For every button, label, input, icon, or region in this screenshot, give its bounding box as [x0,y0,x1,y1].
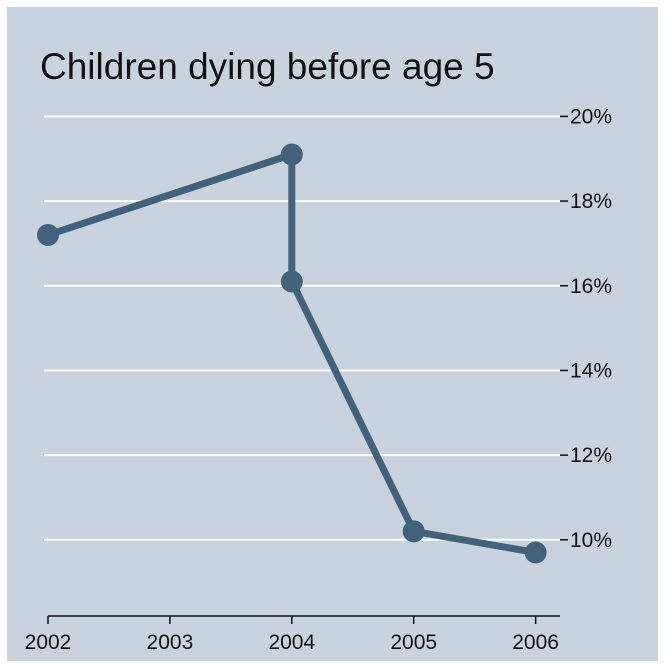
line-chart: Children dying before age 5 2002 2003 2004… [25,46,612,654]
chart-panel: Children dying before age 5 2002 2003 2004… [7,7,658,661]
data-series [37,143,547,564]
y-tick-label: 16% [570,275,612,298]
chart-title: Children dying before age 5 [40,46,495,87]
data-point [37,223,59,246]
grid-lines [44,115,560,541]
data-point [402,520,425,543]
x-tick-label: 2005 [390,631,437,654]
data-point [524,541,547,564]
y-axis: 10% 12% 14% 16% 18% 20% [560,105,612,552]
y-tick-label: 20% [570,105,612,128]
x-tick-label: 2002 [25,631,72,654]
data-point [280,143,303,166]
x-axis: 2002 2003 2004 2005 2006 [25,615,560,654]
x-tick-label: 2006 [512,631,559,654]
x-tick-label: 2003 [147,631,194,654]
data-point [280,270,303,293]
x-tick-label: 2004 [268,631,315,654]
y-tick-label: 12% [570,444,612,467]
series-line [44,151,540,556]
y-tick-label: 14% [570,359,612,382]
y-tick-label: 18% [570,190,612,213]
y-tick-label: 10% [570,529,612,552]
